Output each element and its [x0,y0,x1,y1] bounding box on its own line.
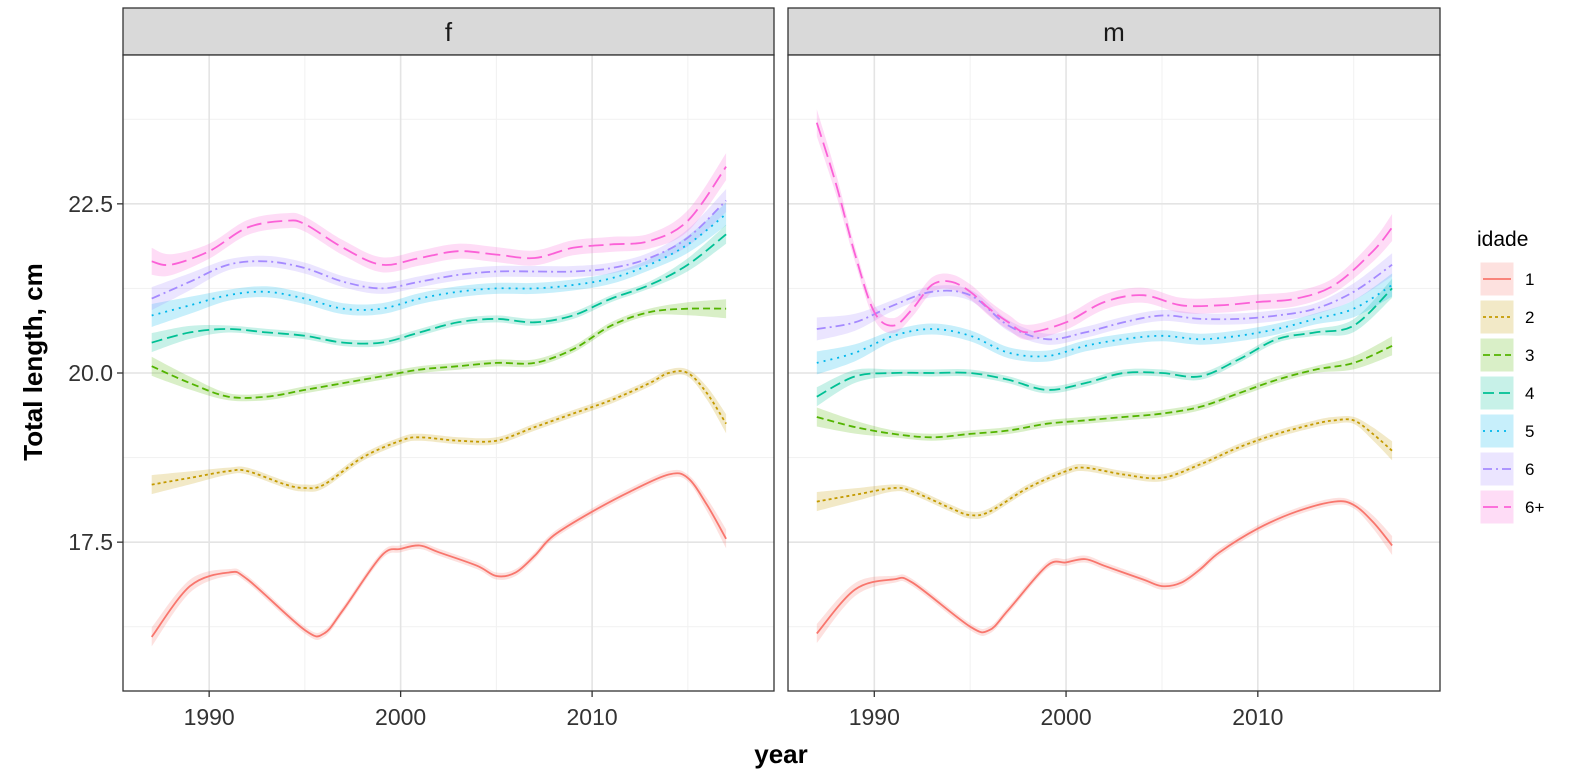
legend-item-4: 4 [1479,375,1534,411]
legend-item-6+: 6+ [1479,489,1544,525]
series-lines [150,166,727,638]
panels: f 1990 2000 2010 17.5 20.0 22.5 m 1990 2000 2010 [68,7,1441,730]
series-line-6 [816,263,1393,341]
legend-label-3: 3 [1525,346,1534,365]
series-line-4 [151,233,727,345]
confidence-band-6 [816,253,1393,345]
facet-strip [122,7,775,56]
confidence-band-4 [816,278,1393,407]
legend-title: idade [1477,228,1528,251]
y-axis: 17.5 20.0 22.5 [68,191,123,555]
series-line-5 [151,213,727,317]
panel-border [787,54,1441,692]
legend-label-1: 1 [1525,270,1534,289]
gridlines [788,55,1440,691]
x-tick-label: 2000 [1040,704,1091,730]
facet-strip-label: f [445,17,453,47]
legend-item-5: 5 [1479,413,1534,449]
confidence-band-2 [816,415,1393,519]
confidence-band-6+ [816,109,1393,340]
y-tick-label: 22.5 [68,191,113,217]
facet-strip-label: m [1103,17,1125,47]
series-line-6+ [151,166,727,266]
confidence-band-5 [816,273,1393,375]
legend-label-6+: 6+ [1525,498,1544,517]
legend-item-3: 3 [1479,337,1534,373]
confidence-band-5 [151,202,727,327]
x-tick-label: 2010 [567,704,618,730]
gridlines [123,55,774,691]
series-line-1 [816,500,1393,635]
legend-label-6: 6 [1525,460,1534,479]
y-tick-label: 17.5 [68,529,113,555]
y-axis-title: Total length, cm [18,263,48,460]
legend-label-4: 4 [1525,384,1534,403]
series-lines [815,122,1393,635]
y-tick-label: 20.0 [68,360,113,386]
legend-label-5: 5 [1525,422,1534,441]
series-line-6 [151,199,727,300]
panel-f: f 1990 2000 2010 17.5 20.0 22.5 [68,7,775,730]
series-line-3 [151,307,727,399]
legend-item-6: 6 [1479,451,1534,487]
panel-m: m 1990 2000 2010 [787,7,1441,730]
confidence-band-3 [151,299,727,402]
confidence-band-6+ [151,153,727,277]
legend: idade 1 2 3 4 5 6 6+ [1477,228,1544,525]
legend-label-2: 2 [1525,308,1534,327]
x-tick-label: 2000 [375,704,426,730]
confidence-band-1 [151,469,727,647]
facet-strip [787,7,1441,56]
x-tick-label: 2010 [1232,704,1283,730]
series-line-1 [150,472,727,638]
series-line-2 [151,370,727,490]
series-line-6+ [815,122,1393,334]
series-line-3 [816,345,1393,439]
legend-item-1: 1 [1479,261,1534,297]
x-axis: 1990 2000 2010 [849,691,1283,730]
x-tick-label: 1990 [184,704,235,730]
x-axis: 1990 2000 2010 [184,691,618,730]
legend-item-2: 2 [1479,299,1534,335]
series-line-4 [816,287,1393,398]
x-tick-label: 1990 [849,704,900,730]
x-axis-title: year [754,739,808,769]
